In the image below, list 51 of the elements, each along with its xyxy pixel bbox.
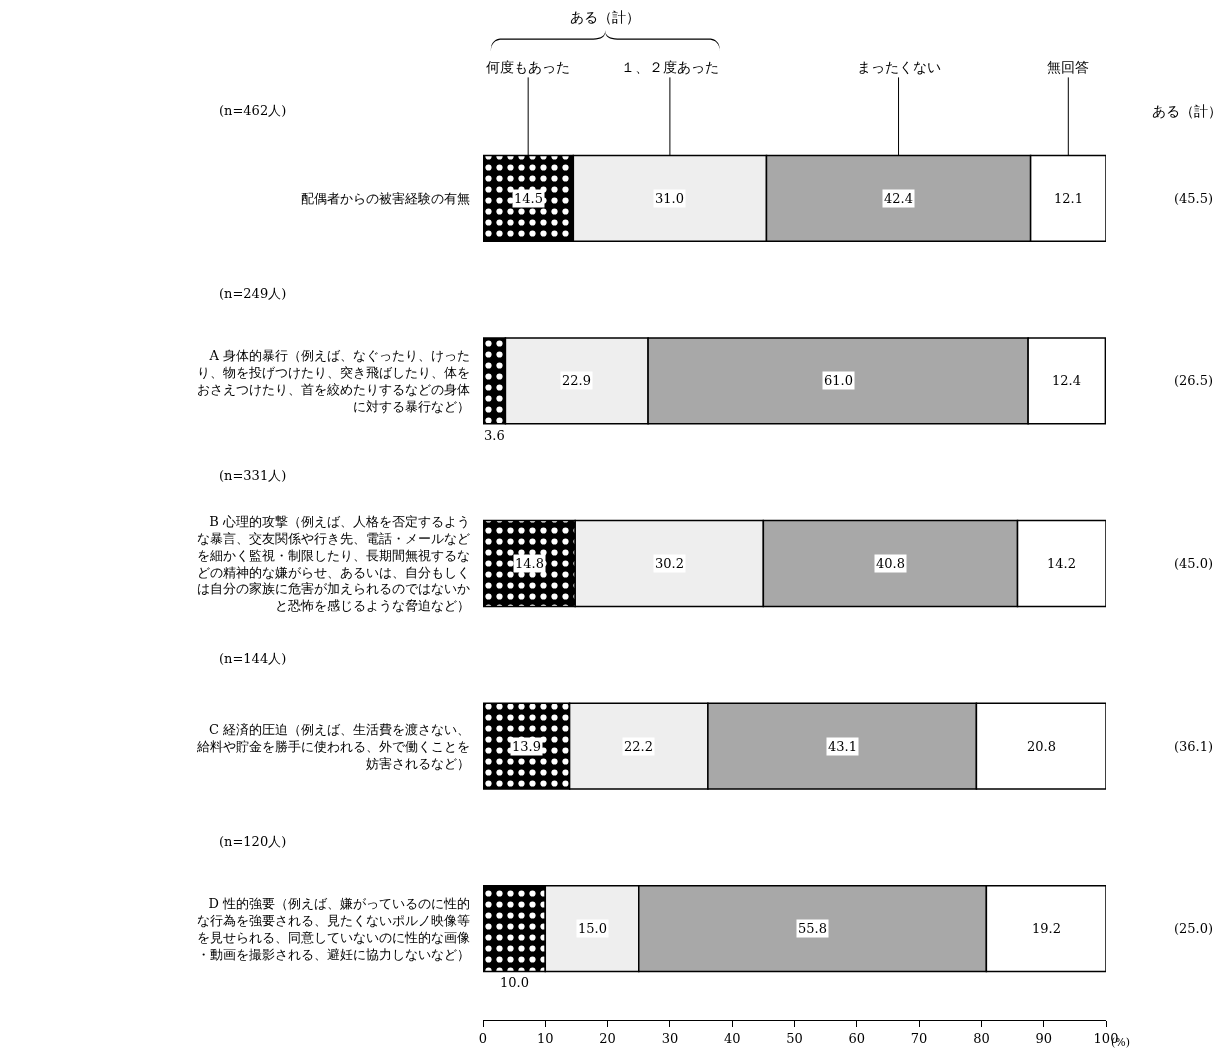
data-label: 20.8 bbox=[1027, 739, 1056, 754]
text: (n=120人) bbox=[219, 834, 287, 849]
data-label: 40.8 bbox=[876, 556, 905, 571]
text: (36.1) bbox=[1174, 739, 1214, 754]
x-tick-label: 50 bbox=[786, 1030, 803, 1046]
x-tick-label: 90 bbox=[1035, 1030, 1052, 1046]
data-label: 43.1 bbox=[828, 739, 857, 754]
y-tick-label: B 心理的攻撃（例えば、人格を否定するような暴言、交友関係や行き先、電話・メールなどを細かく監視・制限したり、長期間無視するなどの精神的な嫌がらせ、あるいは、自分もしくは自分の家族に危害が加えられるのではないかと恐怖を感じるような脅迫など） bbox=[197, 513, 470, 614]
data-label: 14.8 bbox=[515, 556, 544, 571]
x-tick-label: 60 bbox=[848, 1030, 866, 1046]
data-label: 3.6 bbox=[484, 428, 505, 443]
x-tick-label: 40 bbox=[723, 1030, 741, 1046]
text: １、２度あった bbox=[621, 59, 719, 75]
data-label: 10.0 bbox=[500, 975, 529, 990]
text: (26.5) bbox=[1174, 373, 1214, 388]
text: ある（計） bbox=[1152, 103, 1222, 119]
data-label: 22.2 bbox=[624, 739, 653, 754]
x-tick-label: 0 bbox=[478, 1030, 488, 1046]
x-tick-label: 20 bbox=[599, 1030, 616, 1046]
text: (45.5) bbox=[1174, 191, 1214, 206]
x-tick-label: 10 bbox=[537, 1030, 554, 1046]
data-label: 61.0 bbox=[824, 373, 853, 388]
data-label: 42.4 bbox=[884, 191, 913, 206]
y-tick-label: A 身体的暴行（例えば、なぐったり、けったり、物を投げつけたり、突き飛ばしたり、体をおさえつけたり、首を絞めたりするなどの身体に対する暴行など） bbox=[197, 348, 470, 414]
x-tick-label: 70 bbox=[910, 1030, 928, 1046]
text: (n=144人) bbox=[219, 651, 287, 666]
text: 無回答 bbox=[1047, 59, 1089, 75]
data-label: 19.2 bbox=[1032, 921, 1061, 936]
y-tick-label: C 経済的圧迫（例えば、生活費を渡さない、給料や貯金を勝手に使われる、外で働くことを妨害されるなど） bbox=[196, 721, 470, 771]
data-label: 12.1 bbox=[1054, 191, 1083, 206]
text: (n=249人) bbox=[219, 286, 287, 301]
text: (45.0) bbox=[1174, 556, 1214, 571]
text: (n=462人) bbox=[219, 103, 287, 118]
text: ある（計） bbox=[570, 9, 640, 25]
data-label: 30.2 bbox=[655, 556, 684, 571]
data-label: 14.5 bbox=[514, 191, 543, 206]
x-tick-label: 80 bbox=[973, 1030, 990, 1046]
data-label: 12.4 bbox=[1052, 373, 1081, 388]
data-label: 14.2 bbox=[1047, 556, 1076, 571]
text: (25.0) bbox=[1174, 921, 1214, 936]
data-label: 15.0 bbox=[578, 921, 607, 936]
y-tick-label: 配偶者からの被害経験の有無 bbox=[301, 190, 470, 206]
y-tick-label: D 性的強要（例えば、嫌がっているのに性的な行為を強要される、見たくないポルノ映像等を見せられる、同意していないのに性的な画像・動画を撮影される、避妊に協力しないなど） bbox=[197, 895, 470, 962]
text: (n=331人) bbox=[219, 468, 287, 483]
data-label: 22.9 bbox=[562, 373, 591, 388]
data-label: 55.8 bbox=[798, 921, 827, 936]
data-label: 13.9 bbox=[512, 739, 541, 754]
text: 何度もあった bbox=[486, 59, 570, 75]
text: まったくない bbox=[857, 59, 941, 75]
x-tick-label: 30 bbox=[661, 1030, 679, 1046]
data-label: 31.0 bbox=[655, 191, 684, 206]
